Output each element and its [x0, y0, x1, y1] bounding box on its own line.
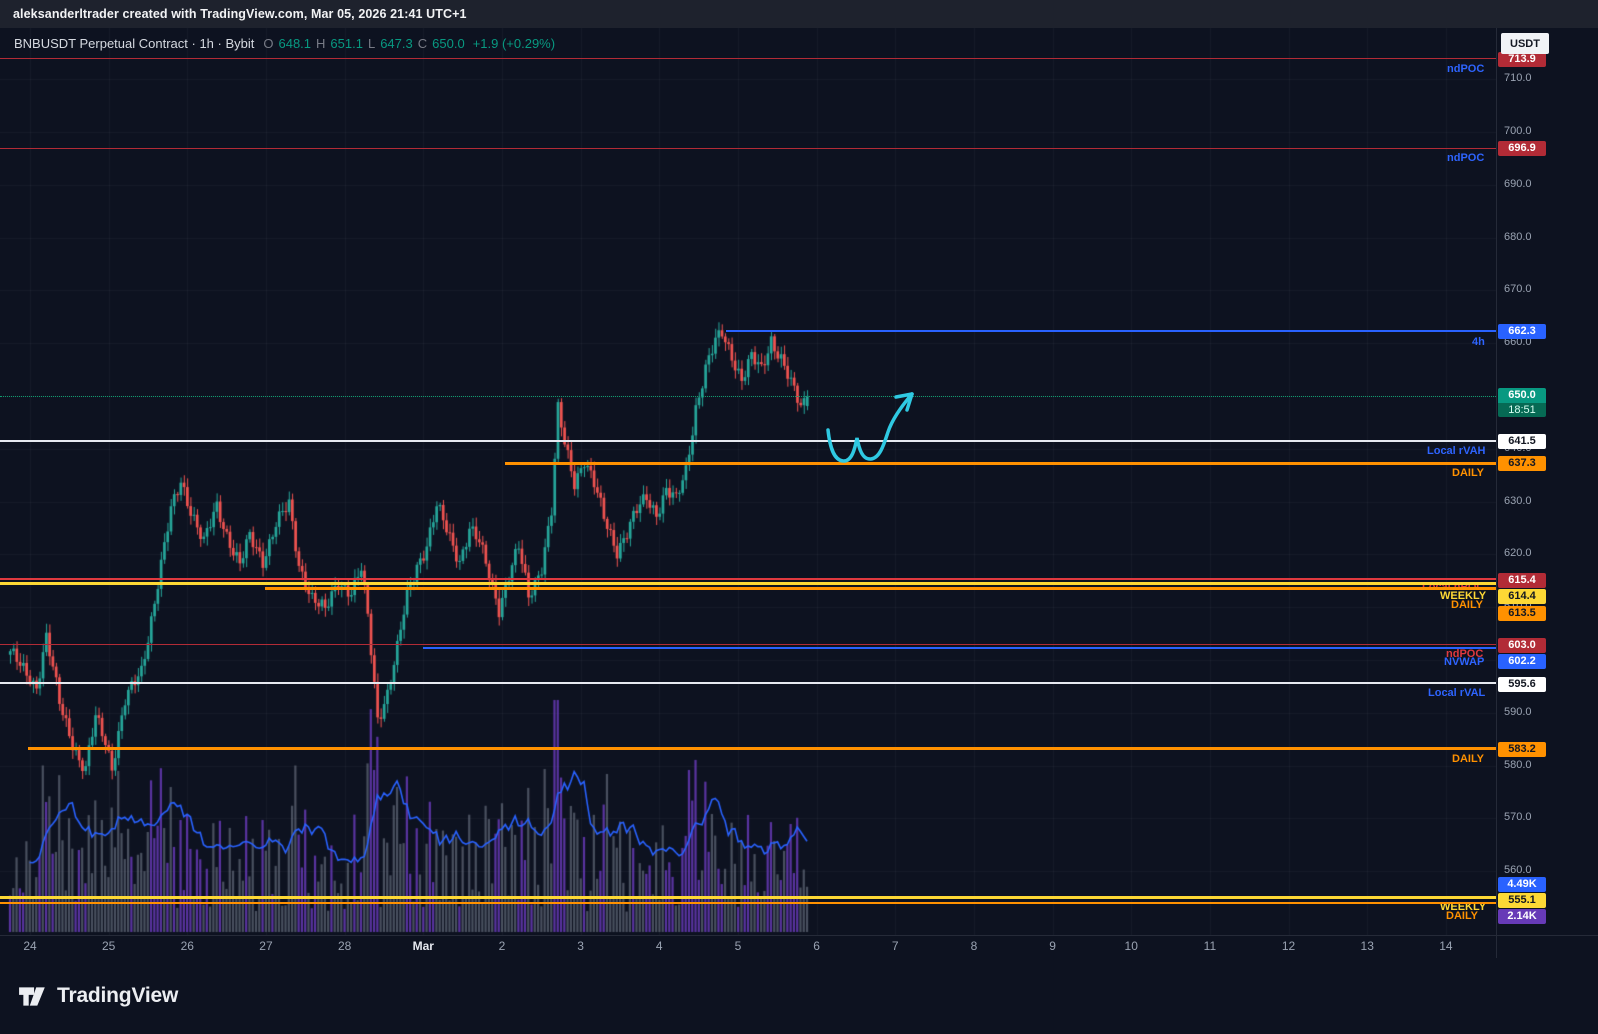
price-tick[interactable]: 690.0 [1504, 177, 1532, 190]
ndpoc-603-label: ndPOC [1446, 648, 1484, 660]
open-label: O [263, 36, 274, 51]
time-tick[interactable]: 25 [101, 939, 116, 953]
current-price-badge: 650.0 18:51 [1498, 388, 1546, 417]
price-tick[interactable]: 680.0 [1504, 230, 1532, 243]
attribution-text: aleksanderltrader created with TradingVi… [13, 7, 467, 21]
time-tick[interactable]: 2 [498, 939, 506, 953]
time-tick[interactable]: 8 [970, 939, 978, 953]
nvwap-label: NVWAP [1444, 656, 1485, 668]
time-tick[interactable]: 9 [1049, 939, 1056, 953]
daily-613-badge: 613.5 [1498, 605, 1546, 621]
daily-637-badge: 637.3 [1498, 455, 1546, 471]
high-label: H [316, 36, 326, 51]
price-tick[interactable]: 560.0 [1504, 864, 1532, 877]
ndpoc-upper-2-badge: 696.9 [1498, 140, 1546, 156]
daily-637-label: DAILY [1452, 467, 1484, 479]
ndpoc-upper-1-line[interactable] [0, 58, 1496, 60]
daily-613-line[interactable] [265, 587, 1496, 591]
daily-583-label: DAILY [1452, 753, 1484, 765]
daily-613-label: DAILY [1451, 599, 1483, 611]
local-rvah-line[interactable] [0, 439, 1496, 442]
weekly-614-label: WEEKLY [1440, 590, 1487, 602]
weekly-555-line[interactable] [0, 895, 1496, 899]
attribution-bar: aleksanderltrader created with TradingVi… [0, 0, 1598, 28]
local-rvah-badge: 641.5 [1498, 433, 1546, 449]
daily-554-line[interactable] [0, 902, 1496, 905]
time-tick[interactable]: 26 [180, 939, 194, 953]
low-label: L [367, 36, 376, 51]
low-value: 647.3 [380, 36, 413, 51]
open-value: 648.1 [278, 36, 312, 51]
level-4h-label: 4h [1472, 336, 1485, 348]
close-label: C [417, 36, 428, 51]
time-tick[interactable]: 4 [655, 939, 663, 953]
price-tick[interactable]: 700.0 [1504, 125, 1532, 137]
ndpoc-upper-1-badge: 713.9 [1498, 51, 1546, 67]
ndpoc-603-badge: 603.0 [1498, 637, 1546, 653]
nvwap-line[interactable] [423, 647, 1496, 650]
level-4h-line[interactable] [726, 330, 1496, 333]
volume-value-badge: 2.14K [1498, 908, 1546, 924]
price-tick[interactable]: 570.0 [1504, 811, 1532, 824]
local-rval-line[interactable] [0, 682, 1496, 685]
current-price-value: 650.0 [1498, 388, 1546, 403]
time-tick[interactable]: 6 [813, 939, 820, 953]
bar-countdown: 18:51 [1498, 403, 1546, 417]
price-tick[interactable]: 630.0 [1504, 494, 1532, 507]
symbol-title[interactable]: BNBUSDT Perpetual Contract · 1h · Bybit [14, 36, 255, 51]
time-tick[interactable]: 14 [1439, 939, 1453, 953]
price-tick[interactable]: 670.0 [1504, 283, 1532, 296]
time-tick[interactable]: Mar [412, 939, 434, 953]
ndpoc-upper-2-line[interactable] [0, 147, 1496, 149]
level-4h-badge: 662.3 [1498, 323, 1546, 339]
ndpoc-603-line[interactable] [0, 643, 1496, 645]
time-tick[interactable]: 10 [1124, 939, 1138, 953]
current-price-line [0, 396, 1496, 397]
ndpoc-upper-1-label: ndPOC [1447, 63, 1485, 75]
ndpoc-upper-2-label: ndPOC [1447, 152, 1485, 164]
time-axis-separator [0, 935, 1598, 936]
weekly-614-line[interactable] [0, 582, 1496, 586]
local-rval-label: Local rVAL [1428, 687, 1486, 699]
daily-583-line[interactable] [28, 747, 1496, 751]
change-value: +1.9 (+0.29%) [472, 36, 556, 51]
close-value: 650.0 [432, 36, 465, 51]
price-tick[interactable]: 710.0 [1504, 72, 1532, 85]
price-tick[interactable]: 590.0 [1504, 705, 1532, 718]
daily-583-badge: 583.2 [1498, 741, 1546, 757]
time-tick[interactable]: 7 [891, 939, 899, 953]
footer: TradingView [0, 958, 1598, 1034]
time-tick[interactable]: 11 [1203, 939, 1217, 953]
price-tick[interactable]: 660.0 [1504, 336, 1532, 349]
quote-currency-badge[interactable]: USDT [1501, 33, 1549, 54]
tradingview-logo-icon[interactable] [18, 981, 48, 1011]
price-tick[interactable]: 580.0 [1504, 758, 1532, 771]
volume-ma-value-badge: 4.49K [1498, 876, 1546, 892]
time-tick[interactable]: 3 [577, 939, 584, 953]
time-tick[interactable]: 27 [259, 939, 273, 953]
local-npoc-line[interactable] [0, 577, 1496, 580]
time-tick[interactable]: 5 [734, 939, 742, 953]
local-npoc-badge: 615.4 [1498, 572, 1546, 588]
high-value: 651.1 [330, 36, 363, 51]
time-tick[interactable]: 13 [1360, 939, 1374, 953]
price-tick[interactable]: 620.0 [1504, 547, 1532, 560]
nvwap-badge: 602.2 [1498, 653, 1546, 669]
weekly-614-badge: 614.4 [1498, 588, 1546, 604]
symbol-legend[interactable]: BNBUSDT Perpetual Contract · 1h · Bybit … [14, 36, 555, 51]
daily-554-label: DAILY [1446, 910, 1478, 922]
time-tick[interactable]: 24 [23, 939, 37, 953]
daily-637-line[interactable] [505, 461, 1496, 465]
price-axis-separator [1496, 28, 1497, 958]
time-tick[interactable]: 12 [1281, 939, 1296, 953]
tradingview-brand-text[interactable]: TradingView [57, 984, 179, 1007]
local-rvah-label: Local rVAH [1427, 445, 1486, 457]
local-rval-badge: 595.6 [1498, 676, 1546, 692]
weekly-555-badge: 555.1 [1498, 892, 1546, 908]
time-tick[interactable]: 28 [337, 939, 352, 953]
